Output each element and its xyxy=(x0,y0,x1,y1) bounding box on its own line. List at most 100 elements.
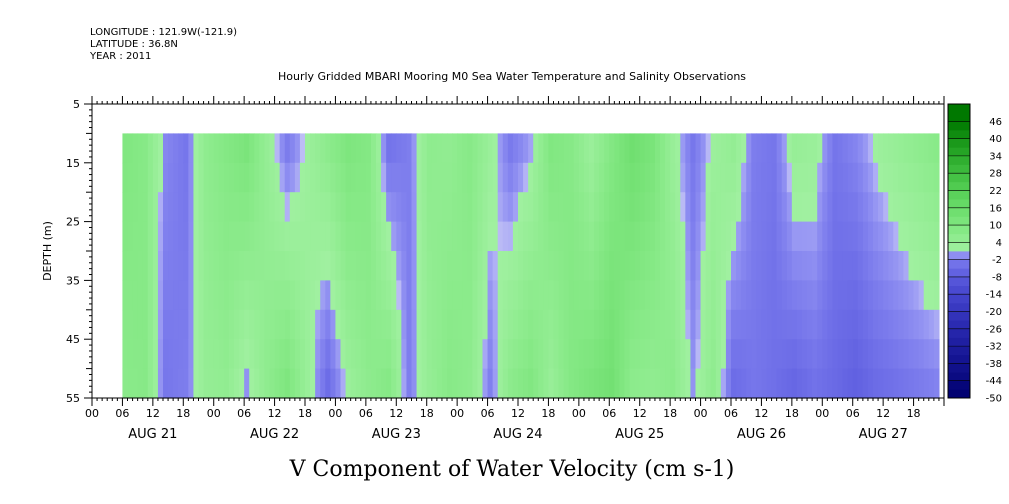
heatmap-cell xyxy=(294,133,301,164)
heatmap-cell xyxy=(132,251,139,281)
heatmap-cell xyxy=(573,368,580,399)
heatmap-cell xyxy=(457,192,463,223)
heatmap-cell xyxy=(786,368,793,399)
heatmap-cell xyxy=(396,162,402,193)
heatmap-cell xyxy=(660,309,666,340)
heatmap-cell xyxy=(609,309,615,340)
heatmap-cell xyxy=(289,251,296,281)
heatmap-cell xyxy=(847,162,854,193)
heatmap-cell xyxy=(421,133,428,164)
heatmap-cell xyxy=(736,280,742,311)
heatmap-cell xyxy=(685,368,692,399)
heatmap-cell xyxy=(447,280,453,311)
heatmap-cell xyxy=(223,280,230,311)
heatmap-cell xyxy=(441,221,448,252)
heatmap-cell xyxy=(122,280,129,311)
heatmap-cell xyxy=(244,251,250,281)
heatmap-cell xyxy=(791,280,798,311)
heatmap-cell xyxy=(340,251,347,281)
heatmap-cell xyxy=(923,280,930,311)
heatmap-cell xyxy=(705,162,712,193)
heatmap-cell xyxy=(786,251,793,281)
heatmap-cell xyxy=(269,221,276,252)
heatmap-cell xyxy=(751,339,757,370)
x-hour-label: 18 xyxy=(663,407,677,420)
heatmap-cell xyxy=(528,162,534,193)
heatmap-cell xyxy=(223,221,230,252)
heatmap-cell xyxy=(568,339,575,370)
heatmap-cell xyxy=(609,192,615,223)
heatmap-cell xyxy=(761,192,768,223)
heatmap-cell xyxy=(350,309,357,340)
heatmap-cell xyxy=(680,280,686,311)
heatmap-cell xyxy=(802,339,808,370)
chart-title: Hourly Gridded MBARI Mooring M0 Sea Wate… xyxy=(278,70,746,83)
heatmap-cell xyxy=(796,309,803,340)
heatmap-cell xyxy=(137,309,144,340)
heatmap-cell xyxy=(472,309,479,340)
heatmap-cell xyxy=(350,280,357,311)
heatmap-cell xyxy=(715,221,722,252)
heatmap-cell xyxy=(685,309,692,340)
heatmap-cell xyxy=(548,221,555,252)
heatmap-cell xyxy=(523,221,529,252)
heatmap-cell xyxy=(619,133,626,164)
heatmap-cell xyxy=(609,280,615,311)
heatmap-cell xyxy=(168,133,174,164)
heatmap-cell xyxy=(234,309,240,340)
heatmap-cell xyxy=(923,133,930,164)
heatmap-cell xyxy=(670,309,676,340)
heatmap-cell xyxy=(254,339,260,370)
heatmap-cell xyxy=(827,133,834,164)
heatmap-cell xyxy=(867,368,874,399)
heatmap-cell xyxy=(239,280,245,311)
heatmap-cell xyxy=(269,192,276,223)
heatmap-cell xyxy=(421,339,428,370)
heatmap-cell xyxy=(198,251,205,281)
heatmap-cell xyxy=(862,251,869,281)
heatmap-cell xyxy=(832,133,839,164)
heatmap-cell xyxy=(624,221,631,252)
heatmap-cell xyxy=(873,280,879,311)
heatmap-cell xyxy=(512,133,519,164)
x-day-label: AUG 22 xyxy=(250,427,299,442)
heatmap-cell xyxy=(543,280,550,311)
heatmap-cell xyxy=(700,280,707,311)
heatmap-cell xyxy=(812,368,818,399)
heatmap-cell xyxy=(370,162,377,193)
heatmap-cell xyxy=(467,309,473,340)
heatmap-cell xyxy=(690,251,697,281)
heatmap-cell xyxy=(137,221,144,252)
heatmap-cell xyxy=(827,368,834,399)
heatmap-cell xyxy=(360,192,367,223)
heatmap-cell xyxy=(218,251,225,281)
heatmap-cell xyxy=(807,162,813,193)
heatmap-cell xyxy=(746,309,752,340)
heatmap-cell xyxy=(781,192,788,223)
heatmap-cell xyxy=(396,339,402,370)
heatmap-cell xyxy=(168,251,174,281)
colorbar-swatch xyxy=(948,337,970,347)
heatmap-cell xyxy=(163,133,169,164)
heatmap-cell xyxy=(781,162,788,193)
heatmap-cell xyxy=(137,280,144,311)
heatmap-cell xyxy=(147,192,154,223)
heatmap-cell xyxy=(213,339,220,370)
heatmap-cell xyxy=(452,221,458,252)
heatmap-cell xyxy=(705,280,712,311)
x-axis: 00 06 12 18 00 06 12 18 00 06 12 18 00 06 12 18 00 06 12 18… xyxy=(85,96,945,442)
heatmap-cell xyxy=(279,133,286,164)
heatmap-cell xyxy=(629,339,636,370)
heatmap-cell xyxy=(538,280,544,311)
heatmap-cell xyxy=(142,339,149,370)
colorbar-swatch xyxy=(948,199,970,209)
heatmap-cell xyxy=(335,133,342,164)
heatmap-cell xyxy=(786,162,793,193)
heatmap-cell xyxy=(781,280,788,311)
heatmap-cell xyxy=(340,133,347,164)
heatmap-cell xyxy=(391,192,397,223)
heatmap-cell xyxy=(178,192,184,223)
heatmap-cell xyxy=(781,309,788,340)
heatmap-cell xyxy=(918,339,925,370)
